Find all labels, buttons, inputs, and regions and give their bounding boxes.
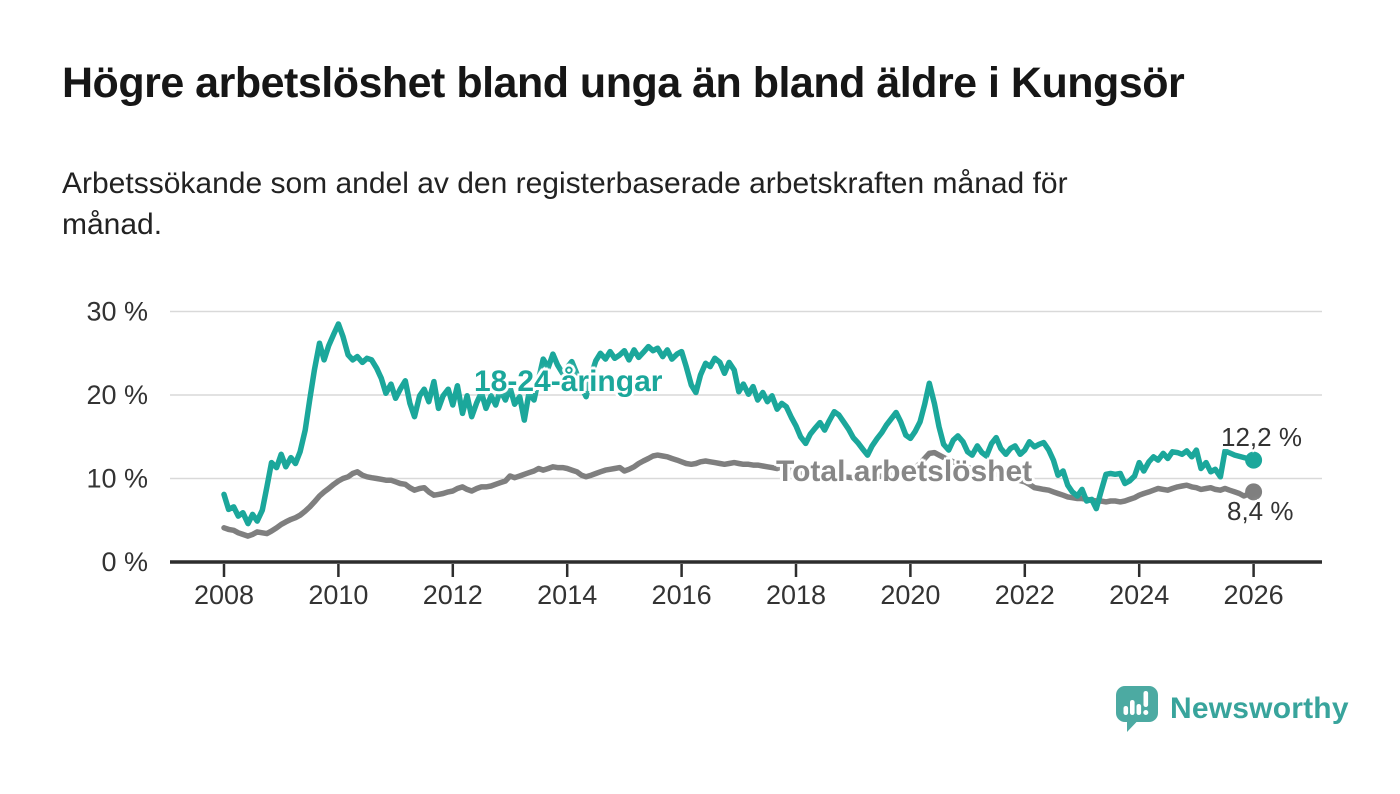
end-dot-total [1245,483,1263,501]
chart-subtitle: Arbetssökande som andel av den registerb… [62,163,1302,245]
series-label-total: Total arbetslöshet [776,455,1033,488]
exclamation-bar [1143,691,1149,707]
newsworthy-branding: Newsworthy [1115,685,1349,733]
y-axis-tick-label: 10 % [86,464,148,494]
series-line-youth [221,321,1257,527]
end-value-label-youth: 12,2 % [1221,422,1302,452]
bar-medium [1136,704,1142,715]
y-axis-tick-label: 20 % [86,380,148,410]
y-axis-tick-label: 30 % [86,297,148,327]
x-axis-tick-label: 2020 [880,580,940,610]
x-axis-tick-label: 2008 [194,580,254,610]
newsworthy-logo-icon [1116,686,1158,732]
x-axis-tick-label: 2018 [766,580,826,610]
end-dot-youth [1245,451,1263,469]
x-axis-tick-label: 2012 [423,580,483,610]
y-axis-tick-label: 0 % [101,547,148,577]
x-axis-tick-label: 2026 [1224,580,1284,610]
series-label-youth: 18-24-åringar [474,365,663,398]
brand-name: Newsworthy [1170,692,1349,725]
page-title: Högre arbetslöshet bland unga än bland ä… [62,59,1185,107]
subtitle-line-1: Arbetssökande som andel av den registerb… [62,167,1068,200]
bar-small [1123,706,1129,715]
bar-tall [1130,700,1135,715]
exclamation-dot [1143,710,1149,715]
x-axis-tick-label: 2024 [1109,580,1169,610]
x-axis-tick-label: 2014 [537,580,597,610]
x-axis-tick-label: 2016 [652,580,712,610]
subtitle-line-2: månad. [62,208,163,241]
x-axis-tick-label: 2022 [995,580,1055,610]
end-value-label-total: 8,4 % [1227,496,1294,526]
x-axis-tick-label: 2010 [308,580,368,610]
